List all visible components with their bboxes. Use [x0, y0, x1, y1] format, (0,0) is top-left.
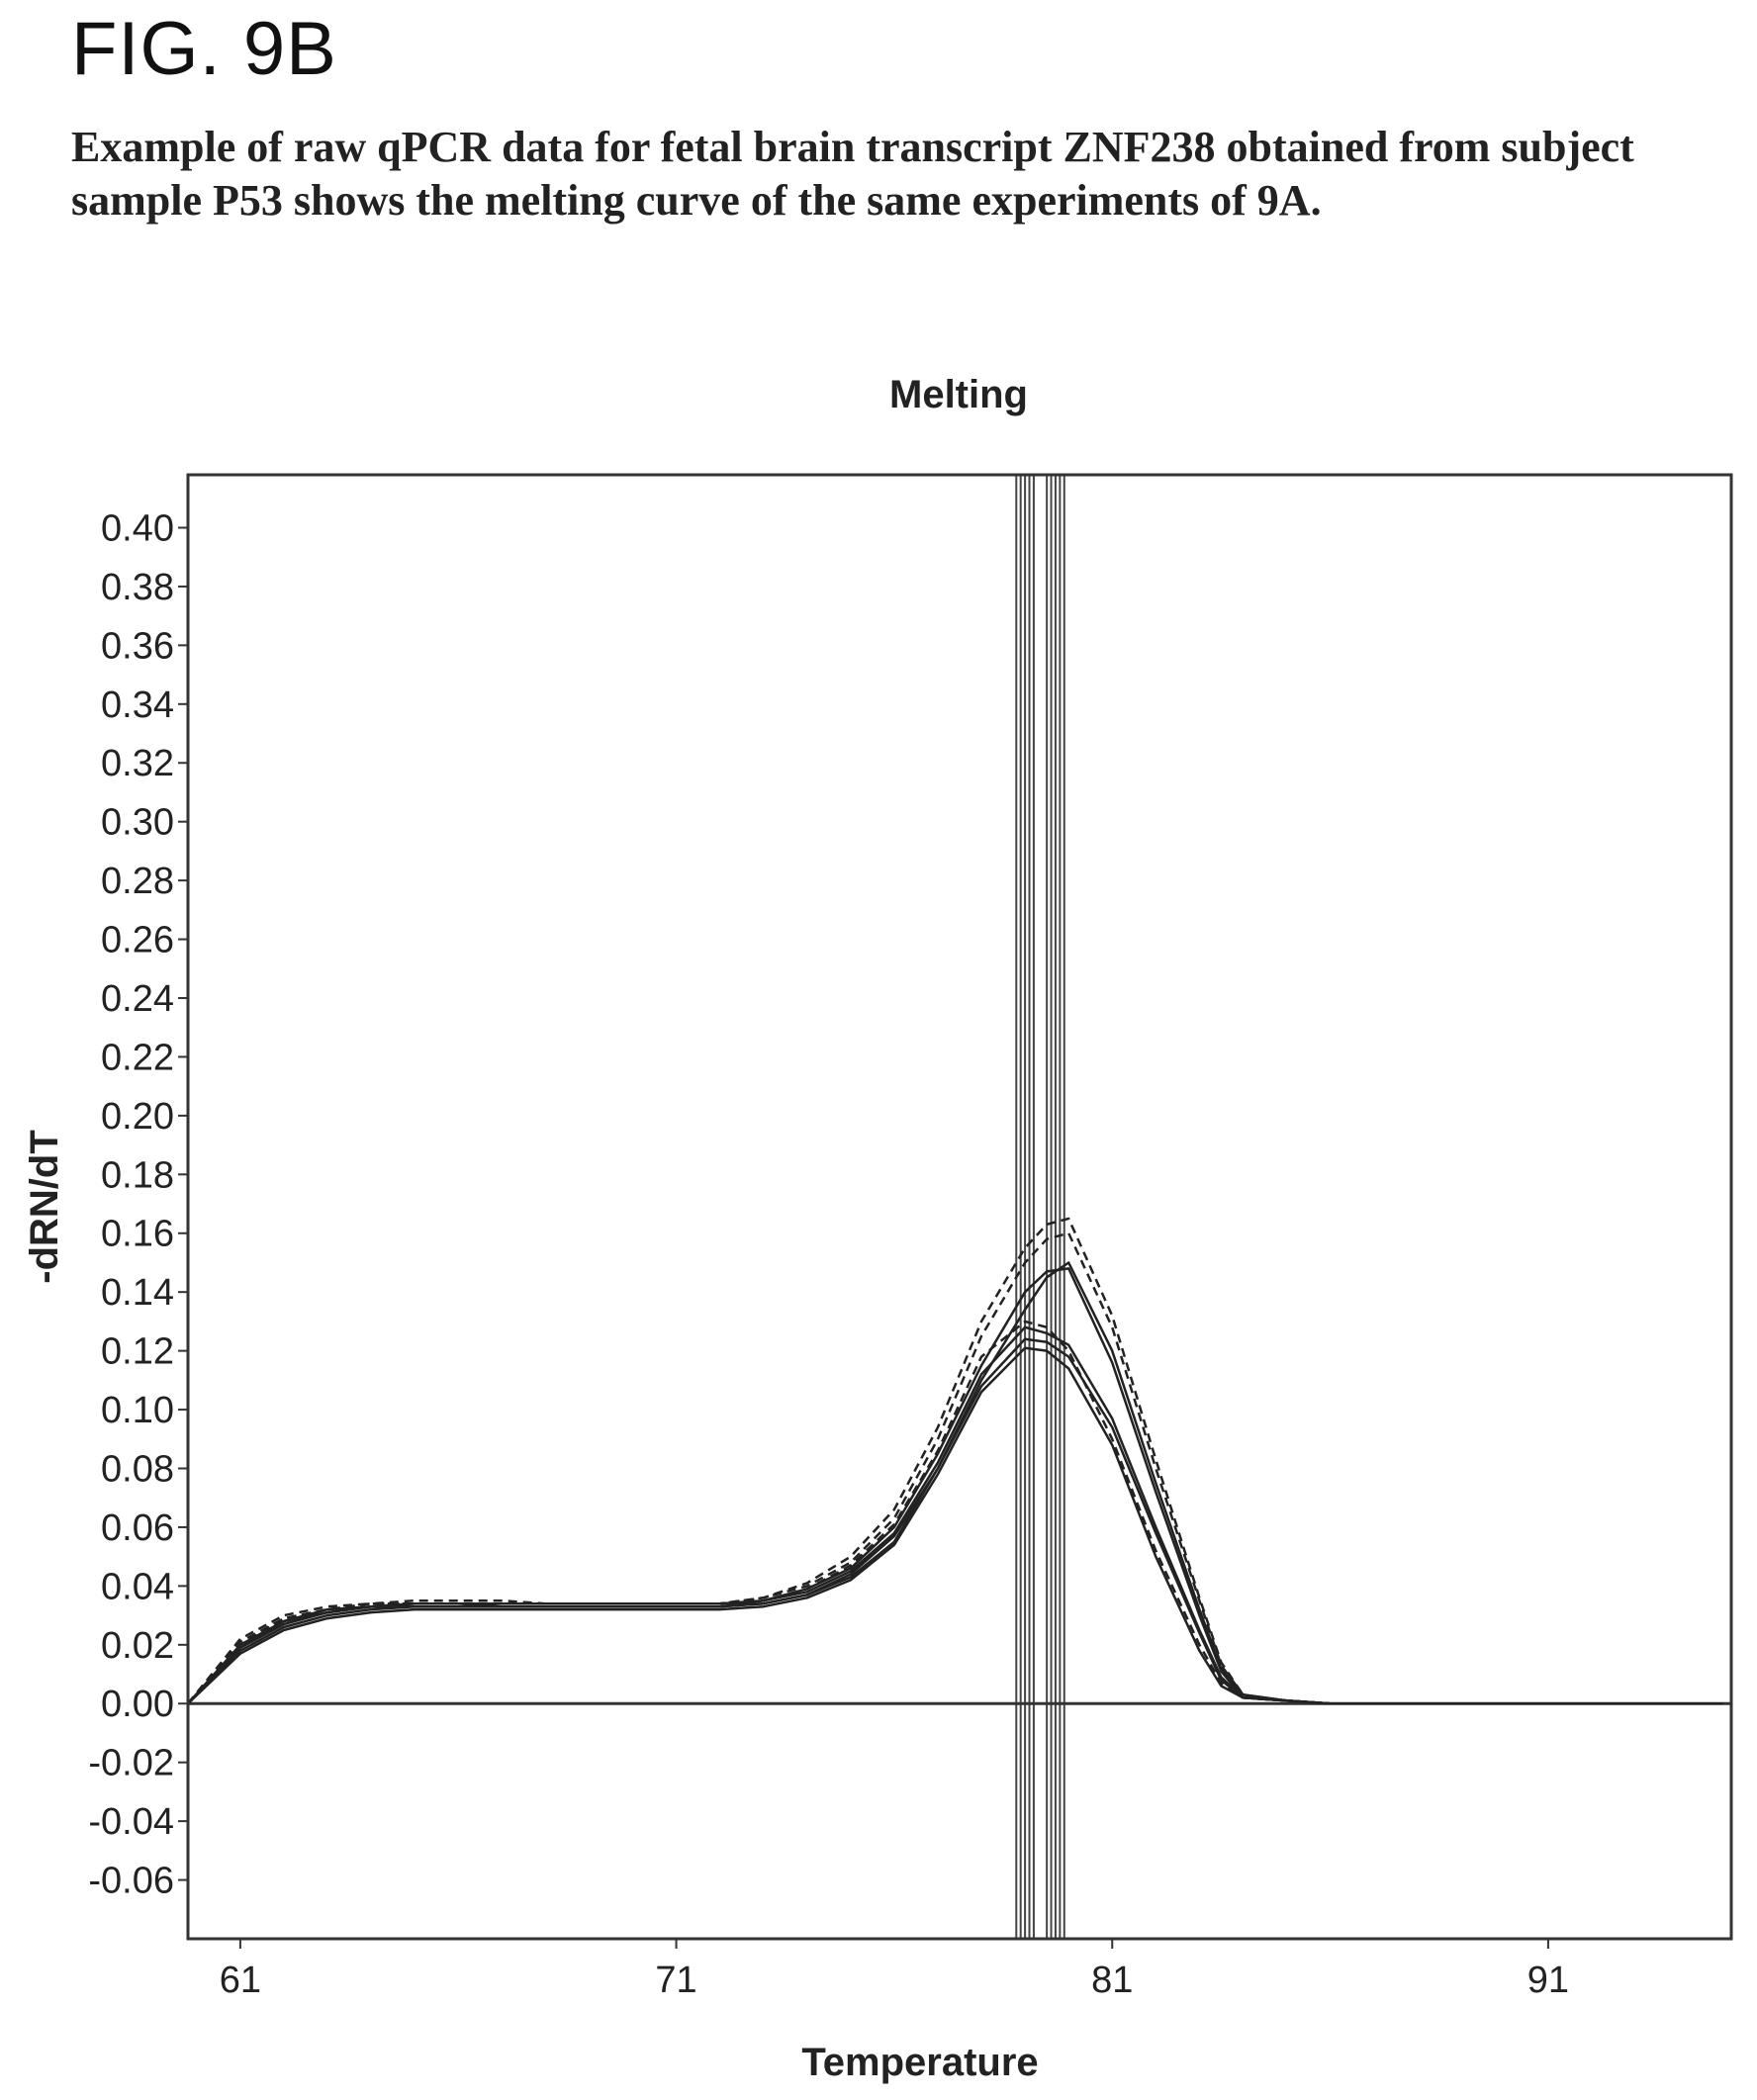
y-tick-label: -0.02: [88, 1743, 174, 1784]
y-tick-label: 0.18: [101, 1154, 174, 1196]
figure-label: FIG. 9B: [71, 7, 337, 91]
y-tick-label: 0.20: [101, 1096, 174, 1138]
y-tick-label: 0.30: [101, 802, 174, 844]
y-tick-label: -0.04: [88, 1801, 174, 1843]
series-line: [187, 1267, 1723, 1705]
y-tick-label: 0.36: [101, 625, 174, 667]
y-tick-label: 0.12: [101, 1331, 174, 1373]
x-tick-label: 81: [1091, 1960, 1133, 2001]
y-axis-ticks: 0.40 0.38 0.36 0.34 0.32 0.30 0.28 0.26 0.24 0.22…: [88, 507, 188, 1902]
series-line: [187, 1261, 1723, 1705]
y-tick-label: 0.34: [101, 685, 174, 726]
x-tick-label: 61: [220, 1960, 261, 2001]
series-line: [187, 1320, 1723, 1705]
series-line: [187, 1232, 1723, 1705]
y-axis-title: -dRN/dT: [23, 1130, 66, 1284]
x-tick-label: 91: [1527, 1960, 1569, 2001]
plot-frame: [186, 473, 1733, 1941]
series-layer: [187, 1217, 1723, 1705]
series-line: [187, 1337, 1723, 1705]
series-line: [187, 1346, 1723, 1705]
y-tick-label: 0.26: [101, 920, 174, 961]
y-tick-label: 0.38: [101, 567, 174, 608]
x-axis-ticks: 61 71 81 91: [220, 1939, 1569, 2001]
chart-title: Melting: [889, 373, 1028, 416]
y-tick-label: 0.40: [101, 507, 174, 549]
y-tick-label: 0.10: [101, 1390, 174, 1431]
y-tick-label: 0.02: [101, 1625, 174, 1667]
x-axis-title: Temperature: [801, 2041, 1038, 2084]
y-tick-label: 0.22: [101, 1037, 174, 1078]
y-tick-label: 0.28: [101, 861, 174, 902]
y-tick-label: 0.08: [101, 1448, 174, 1490]
y-tick-label: 0.04: [101, 1566, 174, 1607]
y-tick-label: 0.06: [101, 1507, 174, 1549]
x-tick-label: 71: [655, 1960, 696, 2001]
y-tick-label: -0.06: [88, 1861, 174, 1902]
y-tick-label: 0.24: [101, 978, 174, 1020]
y-tick-label: 0.00: [101, 1684, 174, 1725]
vertical-markers: [1015, 475, 1065, 1939]
y-tick-label: 0.32: [101, 743, 174, 784]
y-tick-label: 0.14: [101, 1272, 174, 1314]
figure-caption: Example of raw qPCR data for fetal brain…: [71, 123, 1634, 225]
series-line: [187, 1217, 1723, 1705]
y-tick-label: 0.16: [101, 1214, 174, 1255]
